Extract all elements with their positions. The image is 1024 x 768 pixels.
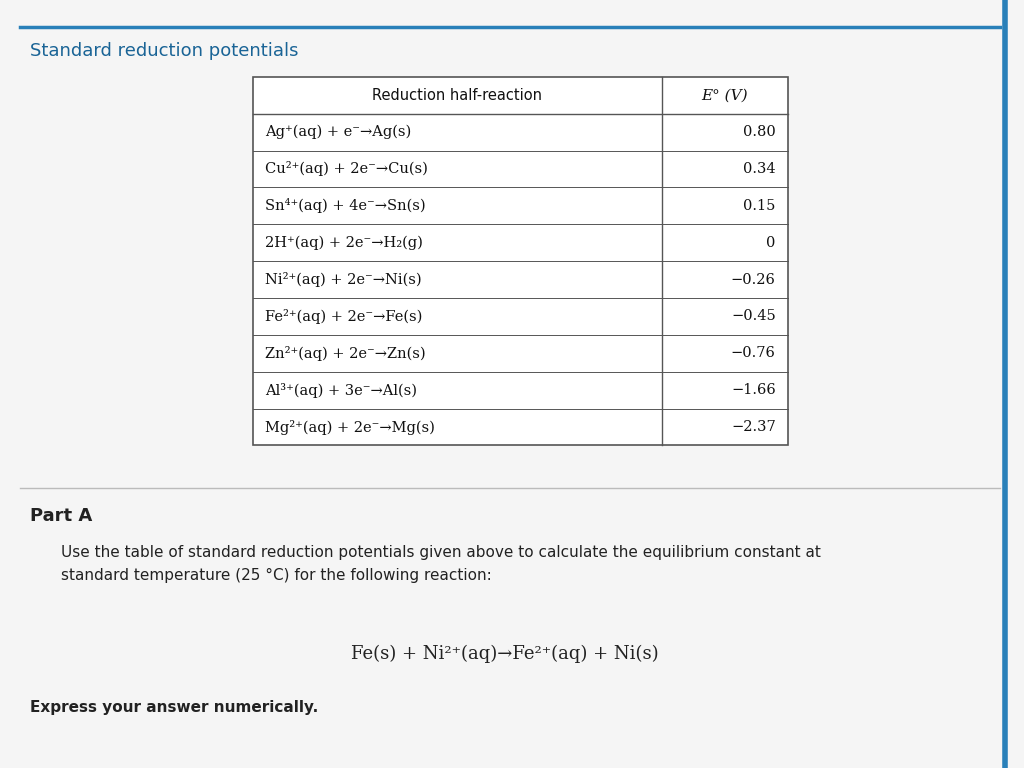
Text: Ni²⁺(aq) + 2e⁻→Ni(s): Ni²⁺(aq) + 2e⁻→Ni(s): [264, 272, 421, 287]
Text: −0.45: −0.45: [731, 310, 776, 323]
Text: Mg²⁺(aq) + 2e⁻→Mg(s): Mg²⁺(aq) + 2e⁻→Mg(s): [264, 419, 434, 435]
Text: −0.76: −0.76: [731, 346, 776, 360]
Text: Fe²⁺(aq) + 2e⁻→Fe(s): Fe²⁺(aq) + 2e⁻→Fe(s): [264, 309, 422, 324]
Text: Ag⁺(aq) + e⁻→Ag(s): Ag⁺(aq) + e⁻→Ag(s): [264, 125, 411, 139]
Text: Sn⁴⁺(aq) + 4e⁻→Sn(s): Sn⁴⁺(aq) + 4e⁻→Sn(s): [264, 198, 425, 214]
Text: Express your answer numerically.: Express your answer numerically.: [31, 700, 318, 716]
Text: Fe(s) + Ni²⁺(aq)→Fe²⁺(aq) + Ni(s): Fe(s) + Ni²⁺(aq)→Fe²⁺(aq) + Ni(s): [351, 645, 658, 664]
Text: Al³⁺(aq) + 3e⁻→Al(s): Al³⁺(aq) + 3e⁻→Al(s): [264, 382, 417, 398]
Text: Cu²⁺(aq) + 2e⁻→Cu(s): Cu²⁺(aq) + 2e⁻→Cu(s): [264, 161, 428, 177]
Text: 0: 0: [766, 236, 776, 250]
Text: 0.15: 0.15: [743, 199, 776, 213]
Text: 0.80: 0.80: [743, 125, 776, 139]
Text: Standard reduction potentials: Standard reduction potentials: [31, 42, 299, 60]
Text: −2.37: −2.37: [731, 420, 776, 434]
Text: 0.34: 0.34: [743, 162, 776, 176]
Text: Zn²⁺(aq) + 2e⁻→Zn(s): Zn²⁺(aq) + 2e⁻→Zn(s): [264, 346, 425, 361]
Text: −0.26: −0.26: [731, 273, 776, 286]
Text: 2H⁺(aq) + 2e⁻→H₂(g): 2H⁺(aq) + 2e⁻→H₂(g): [264, 236, 423, 250]
Bar: [253, 77, 787, 445]
Text: Use the table of standard reduction potentials given above to calculate the equi: Use the table of standard reduction pote…: [60, 545, 820, 582]
Text: E° (V): E° (V): [701, 88, 749, 102]
Text: −1.66: −1.66: [731, 383, 776, 397]
Text: Part A: Part A: [31, 507, 92, 525]
Text: Reduction half-reaction: Reduction half-reaction: [372, 88, 542, 103]
